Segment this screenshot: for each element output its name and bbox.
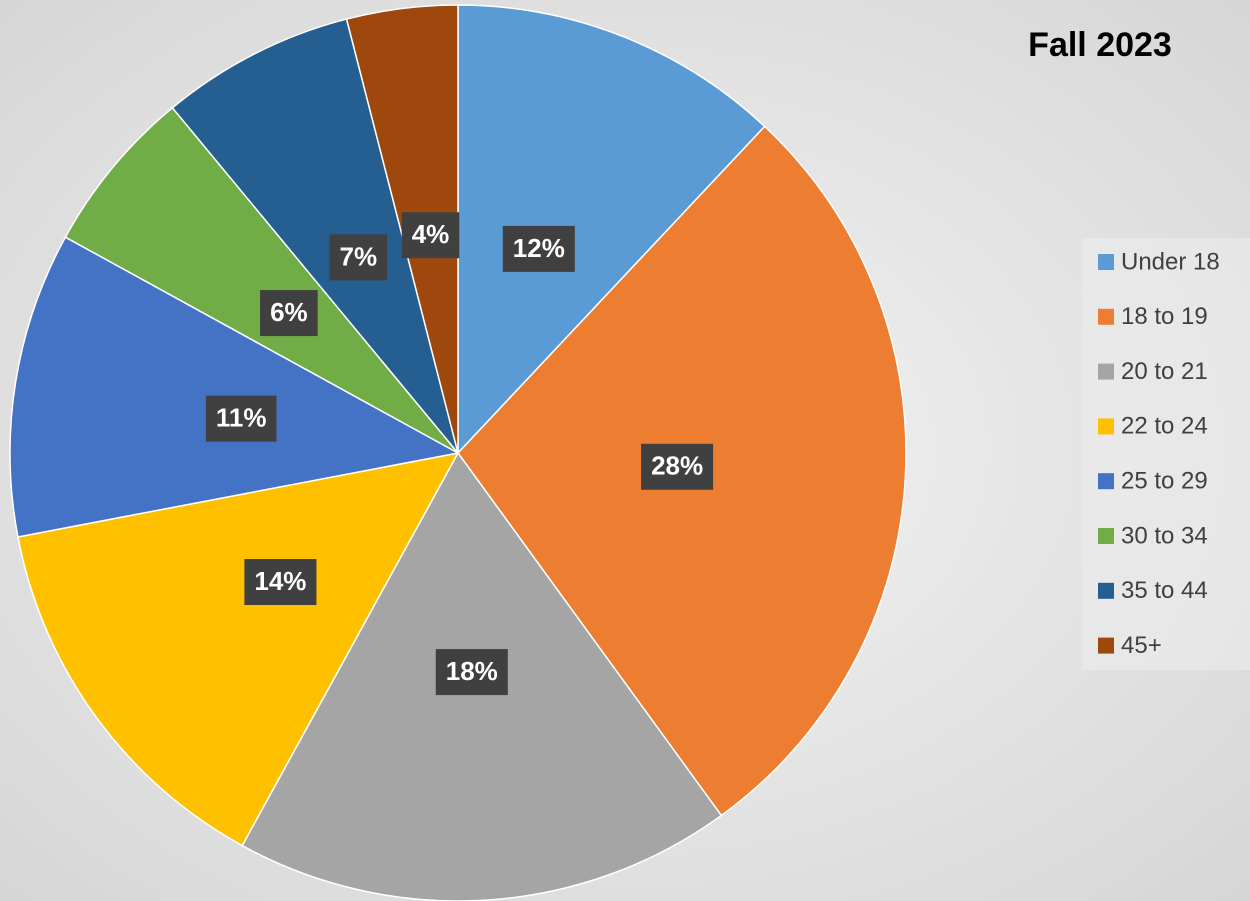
legend-swatch: [1098, 308, 1114, 325]
data-label-box: [260, 290, 318, 337]
legend-swatch: [1098, 473, 1114, 490]
data-label-box: [205, 395, 277, 442]
legend-label: 25 to 29: [1121, 468, 1208, 495]
pie-slice: [457, 4, 766, 455]
pie-slice: [171, 18, 459, 454]
data-label: 18%: [446, 656, 498, 686]
chart-title: Fall 2023: [1028, 26, 1172, 64]
legend-swatch: [1098, 254, 1114, 270]
data-label: 11%: [216, 403, 267, 433]
pie-slice: [17, 451, 460, 847]
data-label-box: [641, 443, 714, 490]
legend-label: 18 to 19: [1121, 303, 1208, 330]
legend-label: 35 to 44: [1121, 577, 1208, 604]
data-label: 28%: [651, 451, 703, 481]
legend-label: 45+: [1121, 632, 1162, 659]
data-label-box: [435, 649, 508, 696]
data-label: 14%: [254, 566, 306, 596]
legend-swatch: [1098, 528, 1114, 544]
legend-label: Under 18: [1121, 248, 1220, 275]
data-label-box: [502, 225, 575, 272]
data-label-box: [244, 559, 317, 606]
data-label: 12%: [513, 233, 565, 263]
legend-swatch: [1098, 418, 1114, 435]
legend-swatch: [1098, 637, 1114, 654]
legend-swatch: [1098, 582, 1114, 599]
pie-slice: [64, 106, 459, 454]
pie-slice: [9, 236, 461, 538]
legend-swatch: [1098, 363, 1114, 380]
data-label: 4%: [412, 219, 450, 249]
data-label: 6%: [270, 297, 308, 327]
data-label-box: [401, 212, 460, 259]
legend-label: 20 to 21: [1121, 358, 1208, 385]
data-label-box: [329, 234, 388, 281]
legend-label: 22 to 24: [1121, 413, 1208, 440]
legend-label: 30 to 34: [1121, 522, 1208, 549]
data-label: 7%: [340, 241, 378, 271]
